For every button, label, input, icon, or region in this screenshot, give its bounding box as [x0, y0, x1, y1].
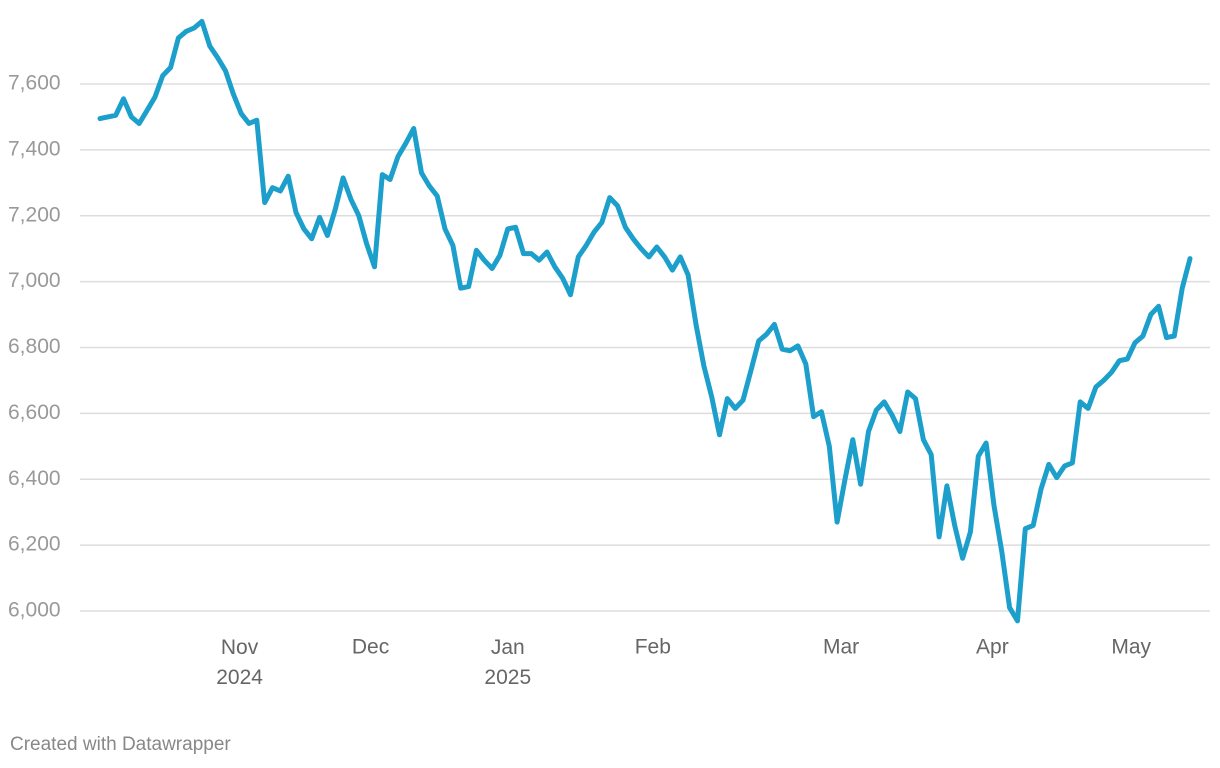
credit: Created with Datawrapper: [10, 734, 231, 755]
y-tick-label: 6,000: [8, 599, 61, 622]
line: [97, 18, 1193, 624]
y-tick-label: 6,600: [8, 401, 61, 424]
x-tick-label: Apr: [976, 636, 1009, 659]
x-tick-label: Nov 2024: [216, 636, 263, 689]
x-tick-label: Mar: [823, 636, 859, 659]
x-tick-label: May: [1111, 636, 1151, 659]
y-tick-label: 7,400: [8, 137, 61, 160]
y-tick-label: 7,000: [8, 269, 61, 292]
y-tick-label: 6,400: [8, 467, 61, 490]
y-tick-label: 6,200: [8, 533, 61, 556]
x-tick-label: Feb: [635, 636, 671, 659]
x-tick-label: Dec: [352, 636, 389, 659]
y-tick-label: 7,200: [8, 203, 61, 226]
x-tick-label: Jan 2025: [484, 636, 531, 689]
y-tick-label: 7,600: [8, 72, 61, 95]
y-tick-label: 6,800: [8, 335, 61, 358]
